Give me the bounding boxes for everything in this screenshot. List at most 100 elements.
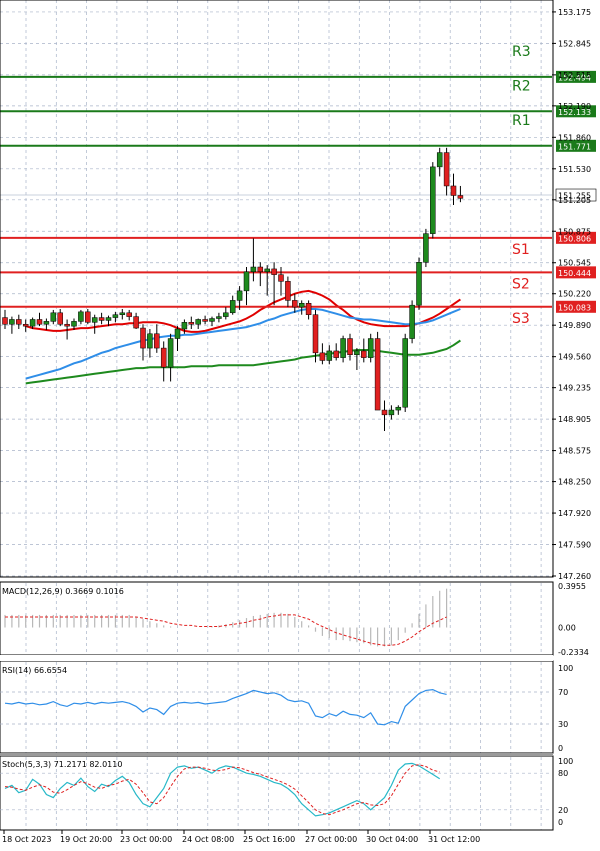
- rsi-line: [4, 688, 447, 726]
- candle-body: [423, 233, 429, 263]
- level-name-r2: R2: [512, 78, 531, 94]
- y-tick-label: 152.845: [558, 39, 591, 48]
- candle-body: [326, 350, 333, 361]
- candle-body: [154, 333, 160, 349]
- candle-body: [319, 352, 326, 361]
- candle-body: [216, 316, 222, 319]
- last-price-label: 151.255: [558, 192, 591, 201]
- candle-body: [112, 314, 119, 318]
- candle-body: [229, 300, 236, 314]
- candle-body: [78, 311, 84, 322]
- rsi-tick-label: 100: [558, 664, 573, 673]
- candle-body: [188, 322, 195, 325]
- level-price-box: [556, 139, 596, 152]
- candle-body: [2, 317, 8, 325]
- stoch-tick-label: 80: [558, 769, 568, 778]
- candle-body: [195, 319, 201, 325]
- candle-body: [409, 304, 415, 339]
- candle-body: [167, 338, 174, 368]
- y-tick-label: 148.575: [558, 447, 591, 456]
- candle-body: [236, 290, 243, 301]
- level-price-label: 150.806: [558, 234, 591, 243]
- level-price-box: [556, 300, 596, 313]
- y-tick-label: 152.515: [558, 71, 591, 80]
- candle-body: [98, 317, 105, 321]
- candle-body: [430, 166, 436, 234]
- y-tick-label: 151.530: [558, 165, 591, 174]
- candle-body: [381, 409, 388, 416]
- candle-body: [347, 338, 353, 356]
- y-tick-label: 148.905: [558, 415, 591, 424]
- candle-body: [71, 321, 77, 327]
- macd-tick-label: 0.00: [558, 624, 576, 633]
- macd-title: MACD(12,26,9) 0.3669 0.1016: [2, 587, 124, 596]
- y-tick-label: 151.860: [558, 133, 591, 142]
- y-tick-label: 149.890: [558, 321, 591, 330]
- candle-body: [50, 312, 57, 322]
- x-tick-label: 18 Oct 2023: [2, 835, 51, 844]
- candle-body: [361, 350, 367, 358]
- stoch-tick-label: 100: [558, 757, 573, 766]
- x-tick-label: 25 Oct 16:00: [243, 835, 295, 844]
- candle-body: [285, 281, 291, 301]
- candle-body: [202, 319, 208, 322]
- candle-body: [367, 338, 374, 358]
- candle-body: [105, 317, 112, 321]
- level-name-r1: R1: [512, 113, 531, 129]
- stoch-tick-label: 0: [558, 818, 563, 827]
- macd-signal-line: [5, 614, 447, 646]
- y-tick-label: 149.560: [558, 353, 591, 362]
- x-tick-label: 31 Oct 12:00: [428, 835, 480, 844]
- y-tick-label: 152.190: [558, 102, 591, 111]
- candle-body: [223, 312, 229, 317]
- candle-body: [457, 195, 464, 199]
- candle-body: [354, 350, 360, 356]
- y-tick-label: 147.920: [558, 509, 591, 518]
- moving-average-line: [25, 308, 461, 380]
- x-tick-label: 19 Oct 20:00: [60, 835, 112, 844]
- y-tick-label: 148.250: [558, 478, 591, 487]
- rsi-tick-label: 70: [558, 688, 568, 697]
- candle-body: [257, 266, 264, 273]
- candle-body: [147, 333, 153, 349]
- level-price-label: 150.444: [558, 269, 591, 278]
- rsi-title: RSI(14) 66.6554: [2, 666, 67, 675]
- candle-body: [450, 185, 457, 196]
- candle-body: [16, 319, 22, 325]
- candle-body: [160, 347, 167, 368]
- level-name-r3: R3: [512, 44, 531, 60]
- x-tick-label: 30 Oct 04:00: [366, 835, 418, 844]
- x-tick-label: 27 Oct 00:00: [305, 835, 357, 844]
- candle-body: [436, 152, 443, 168]
- stoch-k-line: [4, 762, 441, 817]
- candle-body: [388, 409, 395, 416]
- moving-average-line: [25, 289, 461, 333]
- candle-body: [333, 350, 339, 358]
- level-price-label: 150.083: [558, 303, 591, 312]
- candle-body: [119, 312, 126, 315]
- candle-body: [278, 274, 284, 282]
- level-name-s2: S2: [512, 276, 530, 292]
- panel-gap: [0, 655, 553, 661]
- y-tick-label: 150.220: [558, 290, 591, 299]
- level-price-box: [556, 231, 596, 244]
- rsi-tick-label: 0: [558, 744, 563, 753]
- level-price-label: 151.771: [558, 142, 591, 151]
- candle-body: [416, 262, 422, 306]
- candle-body: [43, 321, 50, 325]
- candle-body: [209, 318, 215, 322]
- candle-body: [395, 406, 402, 411]
- candle-body: [305, 303, 312, 315]
- candle-body: [402, 338, 408, 408]
- y-tick-label: 151.205: [558, 196, 591, 205]
- level-name-s1: S1: [512, 242, 530, 258]
- level-name-s3: S3: [512, 311, 530, 327]
- candle-body: [85, 311, 91, 323]
- candle-body: [174, 328, 181, 339]
- last-price-box: [555, 188, 597, 202]
- candle-body: [91, 317, 98, 323]
- candle-body: [271, 268, 277, 275]
- candle-body: [64, 323, 70, 327]
- candle-body: [292, 300, 298, 308]
- y-tick-label: 147.260: [558, 572, 591, 581]
